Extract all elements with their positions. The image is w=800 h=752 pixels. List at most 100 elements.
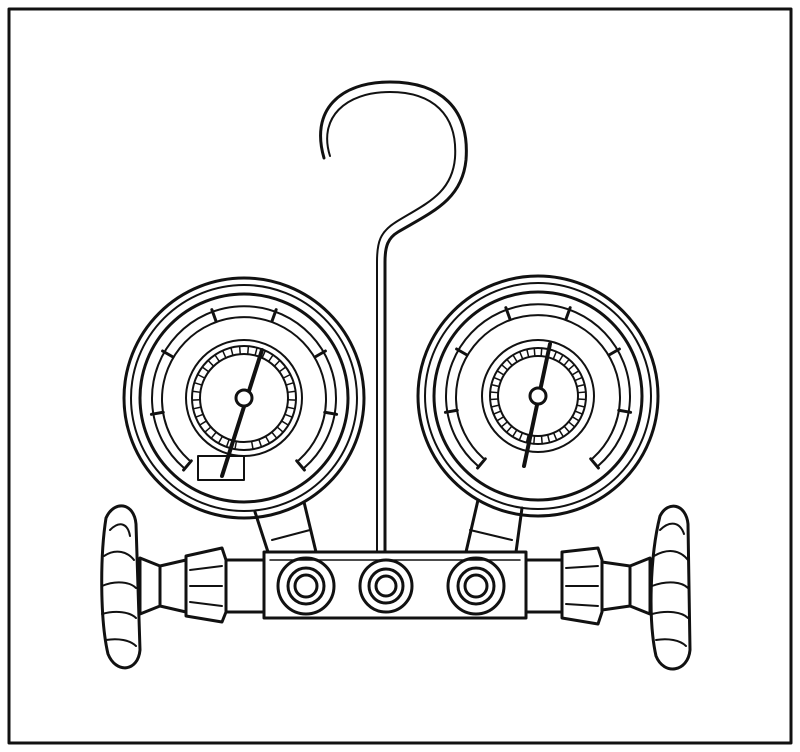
- gauge-tick: [563, 358, 570, 367]
- gauge-tick: [576, 383, 586, 388]
- gauge-tick: [512, 354, 518, 363]
- gauge-tick: [571, 415, 580, 422]
- gauge-tick: [558, 354, 564, 363]
- gauge-tick: [500, 363, 509, 371]
- gauge-tick: [264, 435, 271, 445]
- gauge-tick: [285, 381, 295, 386]
- left-gauge-pivot: [234, 388, 254, 408]
- gauge-tick: [552, 350, 558, 360]
- right-pressure-gauge-icon: [416, 274, 660, 518]
- gauge-tick: [574, 376, 584, 382]
- gauge-tick: [221, 349, 227, 359]
- gauge-tick: [282, 373, 292, 379]
- gauge-tick: [567, 421, 576, 428]
- gauge-tick: [489, 398, 499, 401]
- right-gauge-inner-ticks: [489, 347, 587, 445]
- gauge-tick: [295, 459, 306, 472]
- center-port-fitting: [358, 558, 414, 614]
- gauge-tick: [506, 358, 513, 367]
- gauge-tick: [246, 345, 250, 355]
- gauge-tick: [571, 370, 580, 376]
- manifold-block-icon: [262, 550, 528, 620]
- gauge-tick: [576, 404, 586, 408]
- gauge-tick: [577, 391, 587, 394]
- left-gauge-needle: [220, 348, 264, 478]
- gauge-tick: [518, 350, 524, 360]
- gauge-tick: [161, 349, 175, 359]
- gauge-tick: [210, 308, 218, 323]
- right-port-fitting: [446, 556, 506, 616]
- gauge-tick: [323, 410, 339, 416]
- gauge-tick: [149, 410, 165, 416]
- gauge-tick: [250, 440, 254, 450]
- gauge-tick: [443, 408, 459, 414]
- gauge-tick: [198, 420, 208, 426]
- gauge-tick: [492, 376, 502, 382]
- left-gauge-outer-ticks: [149, 308, 339, 472]
- gauge-tick: [577, 398, 587, 401]
- gauge-tick: [540, 435, 543, 445]
- gauge-tick: [490, 404, 500, 408]
- figure-frame: [7, 7, 793, 745]
- gauge-tick: [267, 354, 274, 363]
- gauge-tick: [217, 435, 224, 445]
- gauge-tick: [490, 383, 500, 388]
- gauge-tick: [500, 421, 509, 428]
- gauge-tick: [496, 415, 505, 422]
- gauge-tick: [230, 346, 234, 357]
- gauge-tick: [191, 390, 202, 394]
- gauge-tick: [234, 440, 238, 450]
- gauge-tick: [564, 306, 572, 321]
- gauge-tick: [278, 366, 287, 373]
- gauge-tick: [511, 429, 518, 438]
- gauge-tick: [518, 432, 524, 441]
- gauge-tick: [214, 354, 221, 363]
- gauge-tick: [286, 390, 297, 394]
- gauge-tick: [533, 435, 536, 445]
- left-valve-knob-icon: [100, 504, 142, 670]
- gauge-tick: [254, 346, 258, 357]
- gauge-tick: [558, 429, 565, 438]
- gauge-tick: [194, 413, 204, 418]
- gauge-tick: [504, 306, 512, 321]
- left-valve-assembly: [100, 504, 266, 670]
- gauge-tick: [210, 431, 217, 440]
- gauge-tick: [201, 366, 210, 373]
- hanger-hook-icon: [319, 80, 468, 562]
- gauge-tick: [617, 408, 633, 414]
- gauge-tick: [563, 425, 571, 434]
- gauge-tick: [182, 459, 193, 472]
- gauge-tick: [271, 431, 278, 440]
- right-valve-assembly: [524, 504, 692, 671]
- gauge-tick: [492, 410, 502, 415]
- gauge-tick: [276, 426, 284, 433]
- gauge-tick: [192, 406, 202, 410]
- left-gauge-inner-ticks: [191, 345, 297, 450]
- gauge-tick: [258, 438, 263, 448]
- gauge-tick: [574, 410, 584, 415]
- gauge-tick: [204, 426, 212, 433]
- gauge-tick: [607, 347, 621, 357]
- gauge-tick: [525, 434, 530, 444]
- right-valve-knob-icon: [649, 504, 692, 671]
- gauge-tick: [207, 359, 215, 367]
- gauge-tick: [540, 347, 543, 357]
- gauge-tick: [589, 457, 600, 470]
- gauge-tick: [526, 348, 530, 358]
- gauge-tick: [546, 434, 551, 444]
- right-gauge-pivot: [528, 386, 548, 406]
- right-gauge-outer-ticks: [443, 306, 633, 470]
- gauge-tick: [533, 347, 536, 357]
- gauge-tick: [284, 413, 294, 418]
- gauge-tick: [567, 363, 576, 371]
- gauge-tick: [476, 457, 487, 470]
- gauge-tick: [496, 370, 505, 376]
- gauge-tick: [225, 438, 230, 448]
- gauge-tick: [238, 345, 242, 355]
- gauge-tick: [261, 349, 267, 359]
- gauge-tick: [280, 420, 290, 426]
- gauge-tick: [270, 308, 278, 323]
- gauge-tick: [273, 359, 281, 367]
